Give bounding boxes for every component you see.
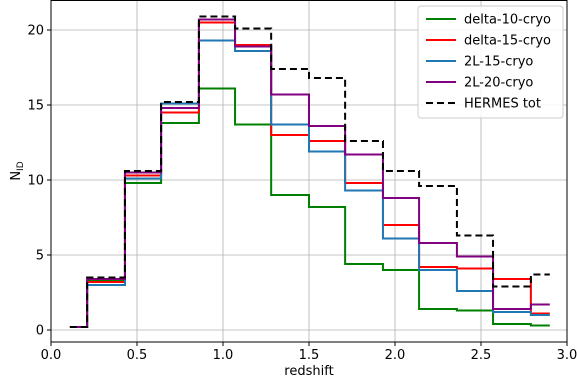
series-line-hermes-tot bbox=[69, 15, 550, 328]
series-layer bbox=[69, 15, 550, 328]
x-tick-label: 2.0 bbox=[385, 348, 406, 363]
x-tick-label: 0.0 bbox=[41, 348, 62, 363]
x-tick-label: 0.5 bbox=[127, 348, 148, 363]
legend-label: delta-15-cryo bbox=[464, 34, 551, 49]
y-tick-label: 5 bbox=[36, 249, 44, 264]
y-axis-label-subscript: ID bbox=[16, 161, 26, 171]
legend: delta-10-cryo delta-15-cryo 2L-15-cryo 2L-2… bbox=[417, 5, 564, 119]
x-tick-label: 1.5 bbox=[299, 348, 320, 363]
series-line-2l-15-cryo bbox=[69, 39, 550, 328]
y-tick-label: 10 bbox=[27, 174, 44, 189]
x-tick-label: 1.0 bbox=[213, 348, 234, 363]
y-tick-label: 0 bbox=[36, 324, 44, 339]
x-axis-label: redshift bbox=[284, 364, 333, 379]
y-axis-label: NID bbox=[9, 161, 26, 180]
x-tick-label: 3.0 bbox=[557, 348, 577, 363]
y-tick-label: 15 bbox=[27, 99, 44, 114]
legend-label: 2L-20-cryo bbox=[464, 76, 533, 91]
y-axis-label-main: N bbox=[9, 171, 24, 181]
legend-label: 2L-15-cryo bbox=[464, 55, 533, 70]
legend-box bbox=[417, 5, 564, 119]
series-line-delta-10-cryo bbox=[69, 87, 550, 328]
legend-label: delta-10-cryo bbox=[464, 13, 551, 28]
axis-ticks: 0.0 0.5 1.0 1.5 2.0 2.5 3.0 0 5 10 15 20 bbox=[27, 24, 577, 364]
y-tick-label: 20 bbox=[27, 24, 44, 39]
series-line-2l-20-cryo bbox=[69, 18, 550, 328]
x-tick-label: 2.5 bbox=[471, 348, 492, 363]
legend-label: HERMES tot bbox=[464, 97, 541, 112]
